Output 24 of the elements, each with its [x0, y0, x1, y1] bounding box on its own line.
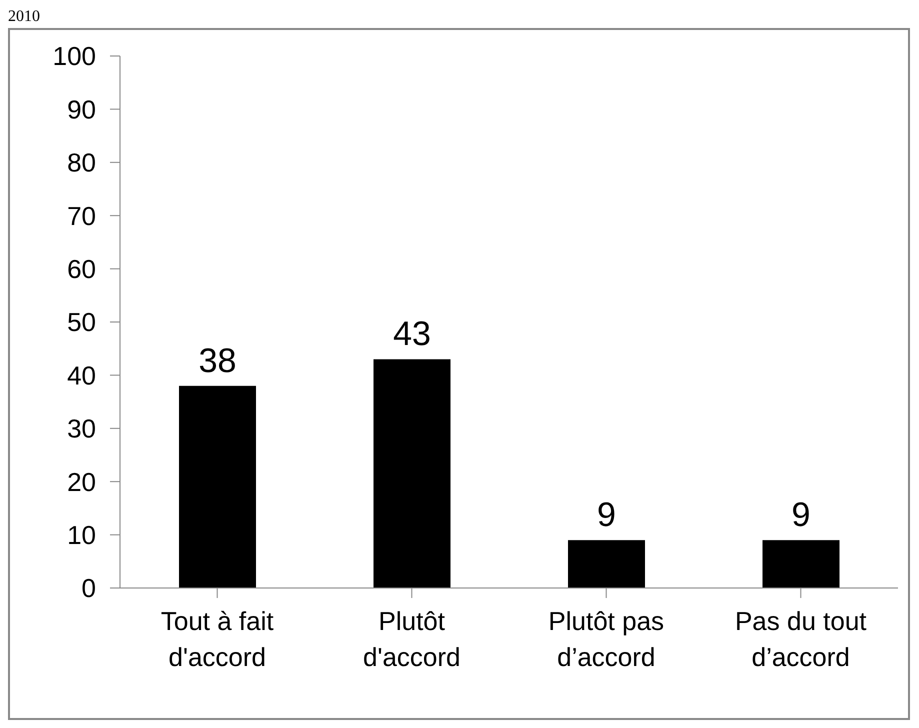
y-tick-label: 40 — [67, 360, 96, 390]
bar — [374, 359, 450, 588]
data-label: 38 — [198, 342, 236, 380]
y-tick-label: 90 — [67, 94, 96, 124]
y-tick-label: 10 — [67, 520, 96, 550]
y-tick-label: 70 — [67, 200, 96, 231]
y-tick-label: 60 — [67, 254, 96, 284]
data-label: 43 — [393, 315, 431, 354]
y-tick-label: 80 — [67, 148, 96, 178]
x-tick-label: Plutôt pas d’accord — [548, 606, 664, 672]
data-label: 9 — [792, 496, 810, 534]
bar — [179, 386, 256, 588]
bar — [568, 540, 645, 588]
x-tick-label: Pas du tout d’accord — [734, 606, 868, 672]
text: 2010 — [8, 8, 40, 25]
y-tick-label: 50 — [67, 307, 96, 338]
x-tick-label: Plutôt d'accord — [363, 606, 460, 672]
y-tick-label: 100 — [52, 41, 96, 72]
y-tick-label: 30 — [67, 414, 96, 444]
data-label: 9 — [597, 496, 616, 534]
x-tick-label: Tout à fait d'accord — [160, 606, 274, 672]
y-tick-label: 0 — [82, 573, 96, 604]
bar — [762, 540, 840, 588]
y-tick-label: 20 — [67, 466, 96, 497]
